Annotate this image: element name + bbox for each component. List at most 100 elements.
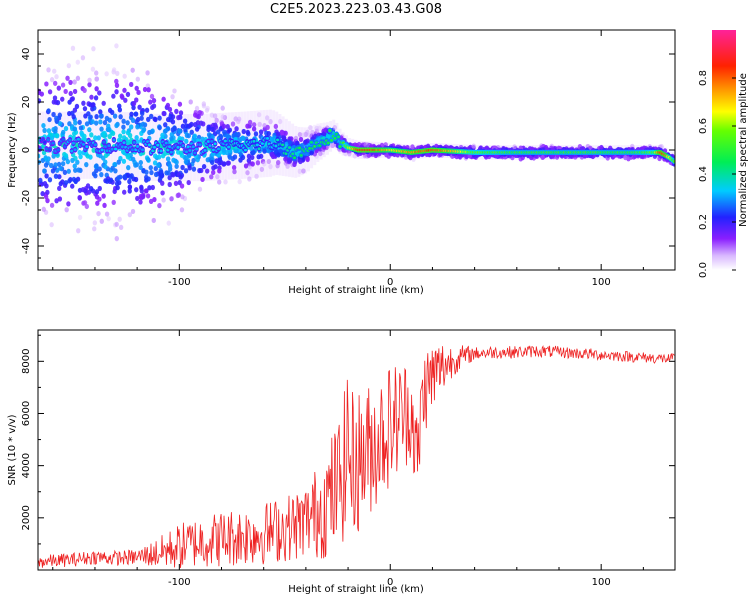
ridge-mark — [208, 144, 212, 148]
spectrogram-point — [268, 119, 273, 125]
ridge-mark — [71, 141, 76, 145]
snr-xtick-label: 0 — [387, 577, 393, 588]
spectrogram-point — [53, 128, 58, 135]
spectrogram-point — [210, 159, 215, 166]
spectrogram-point — [73, 120, 78, 126]
spectrogram-point — [303, 139, 308, 145]
spectrogram-point — [102, 202, 107, 208]
spectrogram-point — [99, 218, 104, 224]
ridge-mark — [281, 143, 285, 147]
spectrogram-point — [347, 151, 352, 157]
spectrogram-point — [78, 125, 84, 131]
spectrogram-point — [127, 212, 133, 218]
spectrogram-point — [240, 135, 245, 141]
spectrogram-point — [54, 133, 59, 139]
spectrogram-point — [94, 70, 99, 76]
ridge-mark — [260, 142, 265, 145]
spectrogram-point — [94, 120, 99, 126]
ridge-mark — [198, 143, 202, 147]
snr-xtick-label: 100 — [592, 577, 611, 588]
spectrogram-point — [88, 185, 94, 192]
spectrogram-halo — [199, 114, 203, 182]
spectrogram-point — [540, 154, 545, 161]
spectrogram-point — [245, 123, 250, 129]
spectrogram-point — [58, 165, 63, 171]
spectrogram-point — [201, 101, 207, 107]
spectrogram-point — [76, 228, 81, 234]
spectrogram-point — [90, 66, 96, 72]
colorbar-tick-label: 0.8 — [698, 70, 709, 86]
spectrogram-point — [131, 100, 137, 107]
spectrogram-point — [63, 88, 68, 95]
spectrogram-point — [98, 113, 104, 119]
spectrogram-point — [99, 172, 104, 178]
spectrogram-point — [227, 154, 233, 160]
spectrogram-point — [195, 157, 200, 163]
spectrogram-point — [169, 196, 174, 202]
spectrogram-point — [68, 79, 73, 86]
spectrogram-point — [112, 113, 118, 119]
spectrogram-point — [97, 166, 102, 172]
spectrogram-point — [265, 124, 270, 130]
spectrogram-point — [197, 110, 202, 116]
figure-title: C2E5.2023.223.03.43.G08 — [270, 2, 442, 17]
spectrogram-point — [119, 93, 124, 99]
spectrogram-point — [172, 88, 177, 94]
spectrogram-point — [309, 150, 314, 156]
spectrogram-point — [215, 174, 220, 180]
spectrogram-point — [179, 207, 185, 213]
spectrogram-point — [91, 102, 96, 108]
spectrogram-point — [318, 150, 323, 157]
ridge-mark — [291, 152, 295, 156]
ridge-mark — [107, 144, 111, 148]
spectrogram-point — [130, 67, 135, 73]
spectrogram-point — [87, 127, 92, 133]
spectrogram-point — [41, 206, 46, 212]
spectrogram-point — [211, 165, 216, 171]
spectrogram-point — [177, 101, 183, 107]
spectrogram-point — [117, 216, 122, 222]
spectrogram-point — [245, 170, 250, 176]
spectrogram-point — [160, 180, 165, 186]
ridge-mark — [164, 141, 168, 145]
ridge-mark — [176, 145, 180, 149]
spectrogram-point — [62, 169, 68, 176]
spectrogram-point — [176, 115, 181, 121]
spectrogram-point — [38, 153, 41, 159]
ridge-mark — [186, 145, 190, 149]
spectrogram-point — [42, 168, 47, 174]
spectrogram-point — [114, 122, 119, 129]
spectrogram-halo — [215, 113, 219, 181]
spectrogram-xtick-label: 0 — [387, 277, 393, 288]
spectrogram-point — [87, 77, 92, 83]
spectrogram-point — [137, 104, 142, 110]
spectrogram-point — [186, 133, 191, 139]
spectrogram-halo — [47, 111, 51, 179]
ridge-mark — [308, 146, 312, 150]
spectrogram-point — [94, 86, 99, 92]
spectrogram-point — [174, 163, 179, 169]
spectrogram-point — [83, 113, 88, 119]
spectrogram-point — [116, 175, 121, 181]
spectrogram-point — [134, 187, 139, 193]
spectrogram-point — [125, 120, 130, 126]
spectrogram-point — [305, 156, 310, 163]
spectrogram-point — [135, 124, 140, 130]
spectrogram-xlabel: Height of straight line (km) — [288, 285, 424, 296]
spectrogram-point — [72, 79, 77, 85]
spectrogram-point — [131, 156, 136, 162]
spectrogram-point — [231, 164, 237, 171]
colorbar-tick-label: 0.2 — [698, 214, 709, 230]
spectrogram-point — [82, 87, 87, 93]
spectrogram-point — [70, 96, 75, 102]
spectrogram-xtick-label: 100 — [592, 277, 611, 288]
spectrogram-point — [259, 166, 265, 172]
spectrogram-point — [275, 159, 281, 166]
spectrogram-point — [101, 131, 106, 137]
spectrogram-point — [298, 136, 304, 143]
snr-ytick-label: 6000 — [21, 401, 32, 426]
spectrogram-point — [121, 118, 126, 124]
spectrogram-point — [112, 188, 117, 195]
ridge-mark — [223, 139, 227, 143]
ridge-mark — [93, 143, 97, 147]
